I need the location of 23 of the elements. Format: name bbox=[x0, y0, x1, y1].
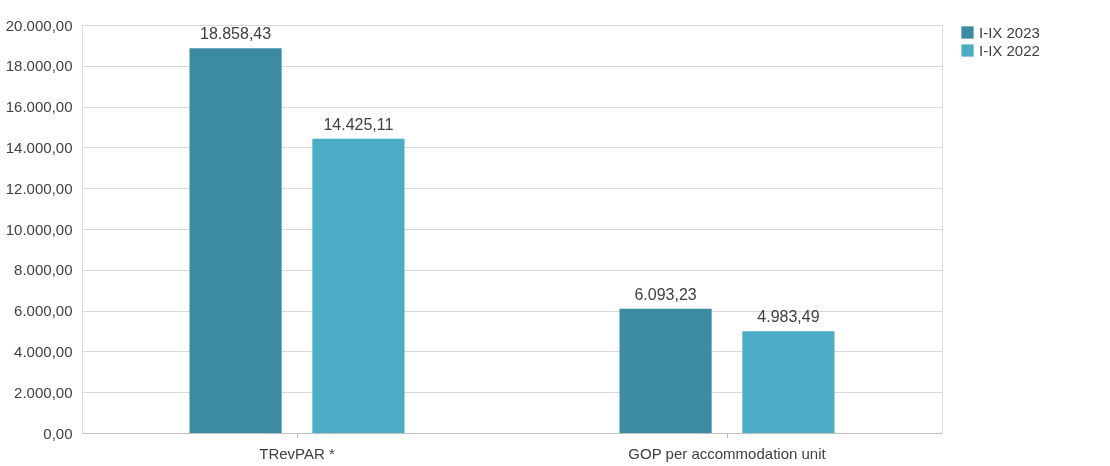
y-tick-label: 16.000,00 bbox=[5, 98, 73, 116]
data-label: 14.425,11 bbox=[323, 115, 394, 133]
data-label: 6.093,23 bbox=[634, 285, 697, 303]
x-tick-label: GOP per accommodation unit bbox=[628, 444, 827, 462]
legend-label: I-IX 2022 bbox=[979, 41, 1040, 59]
y-tick-label: 6.000,00 bbox=[14, 302, 73, 320]
bar bbox=[742, 331, 835, 433]
data-label: 18.858,43 bbox=[199, 25, 272, 43]
y-tick-label: 10.000,00 bbox=[5, 220, 73, 238]
y-tick-label: 2.000,00 bbox=[14, 383, 73, 401]
bar bbox=[619, 308, 712, 433]
bar bbox=[312, 138, 405, 433]
x-tick-label: TRevPAR * bbox=[259, 444, 335, 462]
y-tick-label: 12.000,00 bbox=[5, 179, 73, 197]
y-tick-label: 4.000,00 bbox=[14, 342, 73, 360]
y-tick-label: 18.000,00 bbox=[5, 57, 73, 75]
data-label: 4.983,49 bbox=[757, 308, 820, 326]
y-tick-label: 0,00 bbox=[43, 424, 73, 442]
y-tick-label: 20.000,00 bbox=[5, 16, 73, 34]
legend-label: I-IX 2023 bbox=[979, 23, 1040, 41]
y-tick-label: 14.000,00 bbox=[5, 138, 73, 156]
y-tick-label: 8.000,00 bbox=[14, 261, 73, 279]
bar bbox=[189, 48, 282, 433]
